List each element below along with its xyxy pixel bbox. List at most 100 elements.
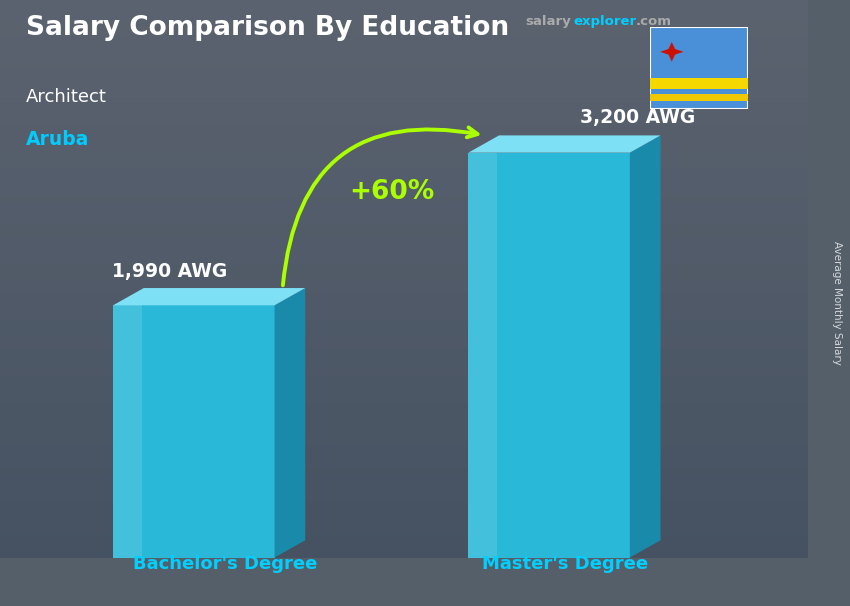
Polygon shape	[660, 42, 683, 62]
Bar	[0, 195, 808, 202]
Text: 3,200 AWG: 3,200 AWG	[581, 108, 695, 127]
Text: explorer: explorer	[574, 15, 637, 28]
Bar	[0, 223, 808, 230]
Bar	[0, 209, 808, 216]
Bar	[0, 119, 808, 125]
Bar	[0, 307, 808, 314]
Bar	[0, 14, 808, 21]
Bar	[0, 355, 808, 362]
Bar	[0, 488, 808, 494]
Bar	[0, 432, 808, 439]
Text: Salary Comparison By Education: Salary Comparison By Education	[26, 15, 508, 41]
Bar	[0, 411, 808, 418]
Bar	[0, 481, 808, 488]
Polygon shape	[630, 135, 660, 558]
Bar	[0, 272, 808, 279]
Text: salary: salary	[525, 15, 571, 28]
Text: Average Monthly Salary: Average Monthly Salary	[832, 241, 842, 365]
Bar	[0, 49, 808, 56]
Bar	[0, 544, 808, 550]
Bar	[0, 21, 808, 28]
Polygon shape	[275, 288, 305, 558]
Bar	[0, 550, 808, 558]
Bar	[0, 188, 808, 195]
Bar	[0, 384, 808, 390]
Bar	[0, 460, 808, 467]
Bar	[0, 279, 808, 285]
Bar	[0, 104, 808, 112]
Bar	[0, 181, 808, 188]
Bar	[0, 133, 808, 139]
Bar	[0, 216, 808, 223]
Bar	[0, 494, 808, 502]
Bar	[0, 314, 808, 321]
Bar	[0, 84, 808, 91]
Bar	[0, 516, 808, 522]
Bar	[0, 300, 808, 307]
Bar	[0, 77, 808, 84]
Bar	[0, 537, 808, 544]
Bar	[0, 376, 808, 384]
Bar	[0, 522, 808, 530]
Bar	[0, 125, 808, 133]
Bar	[650, 78, 748, 88]
Bar	[0, 139, 808, 147]
Bar	[0, 167, 808, 175]
Text: Master's Degree: Master's Degree	[482, 554, 649, 573]
Bar	[0, 230, 808, 237]
Text: 1,990 AWG: 1,990 AWG	[112, 262, 227, 281]
Bar	[0, 7, 808, 14]
Bar	[0, 425, 808, 432]
Bar	[0, 348, 808, 355]
Bar	[0, 404, 808, 411]
Bar	[0, 251, 808, 258]
Bar	[0, 509, 808, 516]
Bar	[0, 467, 808, 474]
Bar	[0, 327, 808, 335]
Bar	[468, 153, 497, 558]
Bar	[0, 258, 808, 265]
Bar	[0, 439, 808, 446]
Text: +60%: +60%	[349, 179, 434, 205]
Bar	[468, 153, 630, 558]
Bar	[0, 244, 808, 251]
Text: .com: .com	[636, 15, 672, 28]
Polygon shape	[468, 135, 660, 153]
Bar	[0, 265, 808, 272]
Bar	[0, 56, 808, 63]
Bar	[0, 446, 808, 453]
Bar	[0, 390, 808, 398]
Bar	[0, 398, 808, 404]
Bar	[0, 0, 808, 7]
Bar	[0, 362, 808, 370]
Bar	[0, 147, 808, 153]
Bar	[0, 202, 808, 209]
Bar	[113, 305, 142, 558]
Bar	[0, 418, 808, 425]
Bar	[0, 98, 808, 104]
Bar	[0, 293, 808, 300]
Bar	[0, 42, 808, 49]
Bar	[0, 342, 808, 348]
Bar	[0, 237, 808, 244]
Bar	[0, 28, 808, 35]
Bar	[0, 335, 808, 342]
Polygon shape	[113, 288, 305, 305]
Bar	[0, 370, 808, 376]
Bar	[0, 153, 808, 161]
Bar	[0, 502, 808, 509]
Bar	[0, 530, 808, 537]
Text: Architect: Architect	[26, 88, 106, 106]
Bar	[0, 321, 808, 328]
Bar	[0, 453, 808, 460]
Bar	[0, 35, 808, 42]
Bar	[0, 286, 808, 293]
Bar	[0, 474, 808, 481]
Bar	[113, 305, 275, 558]
Bar	[0, 161, 808, 167]
Bar	[0, 70, 808, 77]
Text: Bachelor's Degree: Bachelor's Degree	[133, 554, 317, 573]
Bar	[0, 112, 808, 119]
Text: Aruba: Aruba	[26, 130, 89, 149]
Bar	[0, 91, 808, 98]
